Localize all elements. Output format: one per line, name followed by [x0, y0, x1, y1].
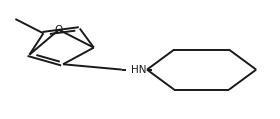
Text: HN: HN	[131, 65, 146, 75]
Text: O: O	[55, 25, 63, 35]
